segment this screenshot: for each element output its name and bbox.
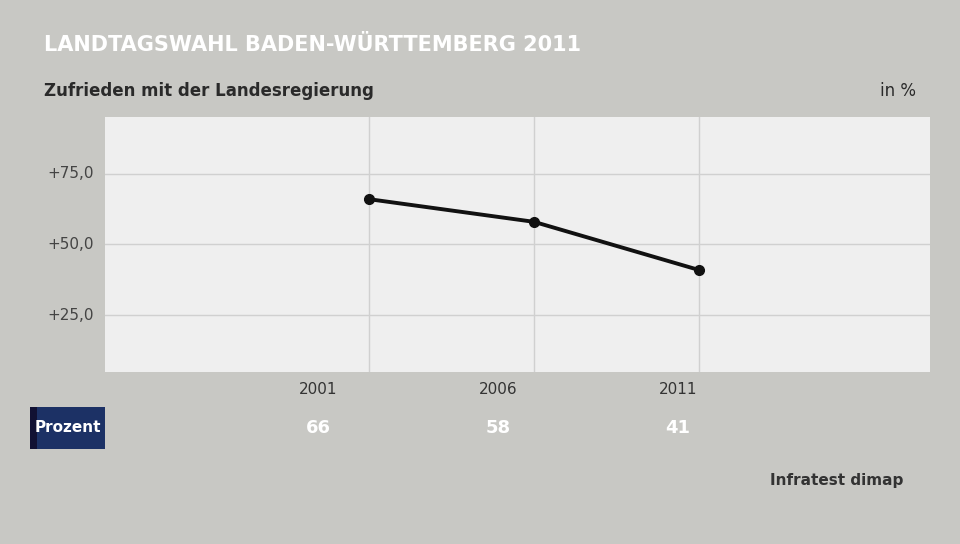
Text: 2011: 2011 <box>659 382 697 397</box>
Text: in %: in % <box>880 82 917 100</box>
Text: 66: 66 <box>305 419 330 437</box>
Text: 2006: 2006 <box>479 382 517 397</box>
Text: +50,0: +50,0 <box>47 237 94 252</box>
Text: 58: 58 <box>486 419 511 437</box>
Bar <box>30 407 37 449</box>
Text: Zufrieden mit der Landesregierung: Zufrieden mit der Landesregierung <box>43 82 373 100</box>
Text: LANDTAGSWAHL BADEN-WÜRTTEMBERG 2011: LANDTAGSWAHL BADEN-WÜRTTEMBERG 2011 <box>43 35 581 55</box>
Text: +25,0: +25,0 <box>47 308 94 323</box>
Text: Prozent: Prozent <box>35 421 101 436</box>
Text: 41: 41 <box>665 419 690 437</box>
Bar <box>30 407 105 449</box>
Text: Infratest dimap: Infratest dimap <box>770 473 903 489</box>
Text: 2001: 2001 <box>299 382 337 397</box>
Text: +75,0: +75,0 <box>47 166 94 181</box>
